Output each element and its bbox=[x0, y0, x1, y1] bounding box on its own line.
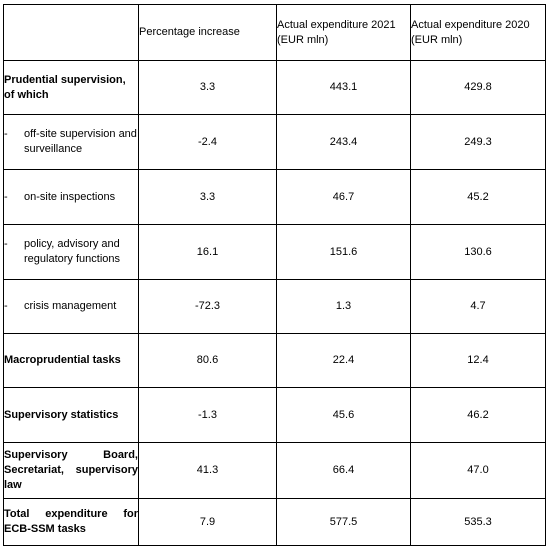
sub-item: - policy, advisory and regulatory functio… bbox=[4, 237, 138, 267]
header-actual-expenditure-2021: Actual expenditure 2021 (EUR mln) bbox=[276, 4, 411, 61]
sub-item-marker: - bbox=[4, 128, 8, 140]
expenditure-2021-cell: 577.5 bbox=[276, 498, 411, 546]
expenditure-2020-cell: 429.8 bbox=[410, 60, 546, 115]
table-body: Prudential supervision, of which 3.3 443.1… bbox=[3, 60, 546, 546]
expenditure-2021-cell: 45.6 bbox=[276, 387, 411, 443]
row-label: policy, advisory and regulatory function… bbox=[24, 238, 120, 265]
expenditure-2021-cell: 66.4 bbox=[276, 442, 411, 499]
percentage-increase-cell: 3.3 bbox=[138, 60, 277, 115]
expenditure-2020-cell: 46.2 bbox=[410, 387, 546, 443]
sub-item-marker: - bbox=[4, 190, 8, 203]
expenditure-2021-cell: 1.3 bbox=[276, 279, 411, 334]
table-row: Total expenditure for ECB-SSM tasks 7.9 57… bbox=[3, 498, 546, 546]
header-cell-empty bbox=[3, 4, 139, 61]
expenditure-2020-cell: 130.6 bbox=[410, 224, 546, 280]
sub-item: - on-site inspections bbox=[4, 190, 138, 205]
row-label-cell: Total expenditure for ECB-SSM tasks bbox=[3, 498, 139, 546]
row-label-cell: - crisis management bbox=[3, 279, 139, 334]
row-label: Macroprudential tasks bbox=[4, 354, 121, 366]
row-label: on-site inspections bbox=[24, 190, 116, 203]
expenditure-2020-cell: 4.7 bbox=[410, 279, 546, 334]
percentage-increase-cell: -1.3 bbox=[138, 387, 277, 443]
row-label-cell: - off-site supervision and surveillance bbox=[3, 114, 139, 170]
sub-item: - crisis management bbox=[4, 299, 138, 314]
row-label: Prudential supervision, of which bbox=[4, 73, 126, 101]
table-row: Supervisory statistics -1.3 45.6 46.2 bbox=[3, 387, 546, 443]
table-row: - on-site inspections 3.3 46.7 45.2 bbox=[3, 169, 546, 225]
percentage-increase-cell: -72.3 bbox=[138, 279, 277, 334]
expenditure-2021-cell: 243.4 bbox=[276, 114, 411, 170]
percentage-increase-cell: 7.9 bbox=[138, 498, 277, 546]
table-row: - policy, advisory and regulatory functio… bbox=[3, 224, 546, 280]
row-label: Supervisory statistics bbox=[4, 408, 119, 421]
table-row: - off-site supervision and surveillance -2… bbox=[3, 114, 546, 170]
percentage-increase-cell: 16.1 bbox=[138, 224, 277, 280]
sub-item-marker: - bbox=[4, 300, 8, 312]
expenditure-2021-cell: 151.6 bbox=[276, 224, 411, 280]
row-label: Total expenditure for ECB-SSM tasks bbox=[4, 508, 138, 535]
expenditure-table: Percentage increase Actual expenditure 2… bbox=[3, 4, 546, 546]
percentage-increase-cell: 80.6 bbox=[138, 333, 277, 388]
row-label: off-site supervision and surveillance bbox=[24, 128, 137, 155]
sub-item: - off-site supervision and surveillance bbox=[4, 127, 138, 157]
percentage-increase-cell: -2.4 bbox=[138, 114, 277, 170]
expenditure-2021-cell: 22.4 bbox=[276, 333, 411, 388]
table-row: Supervisory Board, Secretariat, supervis… bbox=[3, 442, 546, 499]
header-row: Percentage increase Actual expenditure 2… bbox=[3, 4, 546, 61]
percentage-increase-cell: 41.3 bbox=[138, 442, 277, 499]
row-label-cell: - policy, advisory and regulatory functio… bbox=[3, 224, 139, 280]
row-label-cell: Macroprudential tasks bbox=[3, 333, 139, 388]
table-row: - crisis management -72.3 1.3 4.7 bbox=[3, 279, 546, 334]
sub-item-marker: - bbox=[4, 238, 8, 250]
expenditure-2021-cell: 443.1 bbox=[276, 60, 411, 115]
percentage-increase-cell: 3.3 bbox=[138, 169, 277, 225]
expenditure-2020-cell: 45.2 bbox=[410, 169, 546, 225]
row-label: Supervisory Board, Secretariat, supervis… bbox=[4, 449, 138, 491]
expenditure-2020-cell: 12.4 bbox=[410, 333, 546, 388]
expenditure-2020-cell: 249.3 bbox=[410, 114, 546, 170]
row-label-cell: Prudential supervision, of which bbox=[3, 60, 139, 115]
expenditure-2021-cell: 46.7 bbox=[276, 169, 411, 225]
expenditure-2020-cell: 47.0 bbox=[410, 442, 546, 499]
header-actual-expenditure-2020: Actual expenditure 2020 (EUR mln) bbox=[410, 4, 546, 61]
row-label-cell: - on-site inspections bbox=[3, 169, 139, 225]
expenditure-2020-cell: 535.3 bbox=[410, 498, 546, 546]
row-label-cell: Supervisory statistics bbox=[3, 387, 139, 443]
row-label-cell: Supervisory Board, Secretariat, supervis… bbox=[3, 442, 139, 499]
table-row: Prudential supervision, of which 3.3 443.1… bbox=[3, 60, 546, 115]
table-row: Macroprudential tasks 80.6 22.4 12.4 bbox=[3, 333, 546, 388]
header-percentage-increase: Percentage increase bbox=[138, 4, 277, 61]
row-label: crisis management bbox=[24, 300, 117, 312]
